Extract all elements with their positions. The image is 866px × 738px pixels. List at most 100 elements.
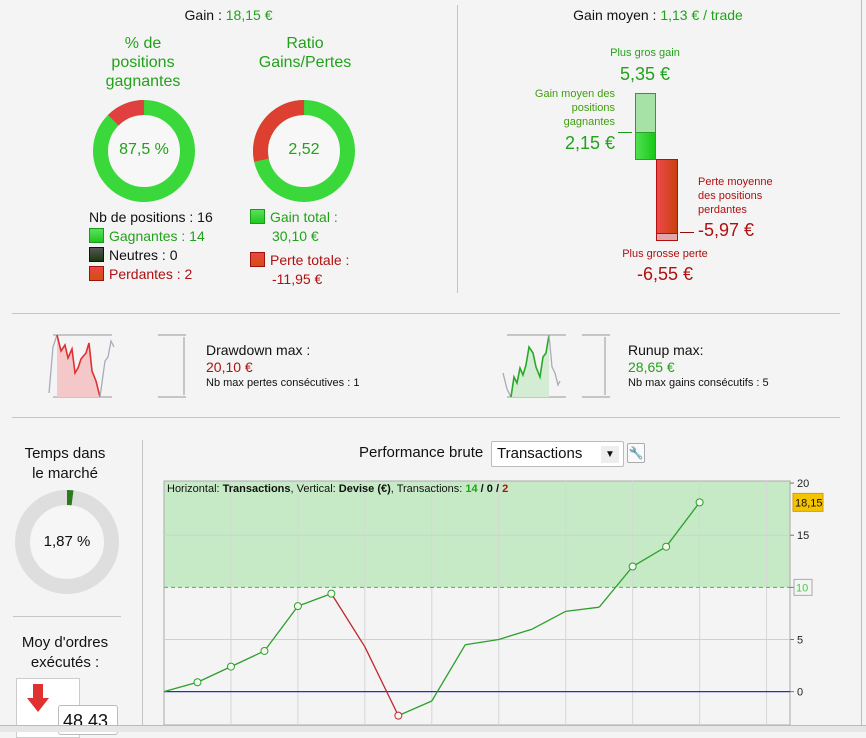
series-segment xyxy=(498,628,533,641)
down-arrow-stem xyxy=(33,684,43,698)
positions-total: Nb de positions : 16 xyxy=(89,209,213,225)
gain-total-value: 30,10 € xyxy=(272,228,319,244)
gain-header: Gain : 18,15 € xyxy=(0,7,457,23)
series-segment xyxy=(465,638,499,646)
divider xyxy=(142,440,143,732)
divider xyxy=(457,5,458,293)
series-segment xyxy=(565,606,600,612)
divider xyxy=(13,616,121,617)
t: gagnantes xyxy=(105,73,181,90)
last-value-badge xyxy=(792,492,824,512)
max-gain-bar xyxy=(635,93,656,133)
t: des positions xyxy=(698,190,763,202)
orders-title: Moy d'ordres exécutés : xyxy=(5,633,125,673)
t: Horizontal: xyxy=(167,483,223,495)
threshold-badge xyxy=(793,578,813,596)
t: Gagnantes : 14 xyxy=(109,228,205,244)
series-segment xyxy=(297,593,332,607)
t: / xyxy=(477,483,487,495)
series-segment xyxy=(398,700,433,717)
series-segment xyxy=(263,605,299,652)
t: Perte moyenne xyxy=(698,176,773,188)
runup-label: Runup max: xyxy=(628,342,704,358)
arrow-icon xyxy=(680,232,694,233)
series-segment xyxy=(330,593,366,648)
t: Gain moyen : xyxy=(573,7,661,23)
t: Transactions xyxy=(222,483,291,495)
t: Gains/Pertes xyxy=(258,54,352,71)
market-time-donut xyxy=(15,490,119,594)
red-swatch-icon xyxy=(250,252,265,267)
arrow-icon xyxy=(618,132,632,133)
data-point xyxy=(662,542,671,551)
y-tick-label: 5 xyxy=(797,634,803,646)
down-arrow-icon xyxy=(27,698,49,712)
totals-legend: Gain total : 30,10 € Perte totale : -11,… xyxy=(250,208,349,289)
t: Perdantes : 2 xyxy=(109,266,193,282)
t: perdantes xyxy=(698,204,747,216)
t: Temps dans xyxy=(24,445,106,462)
avg-loss-bar xyxy=(656,159,678,234)
series-segment xyxy=(531,610,567,630)
series-segment xyxy=(632,546,667,568)
drawdown-sparkline-icon xyxy=(48,334,186,398)
ratio-value: 2,52 xyxy=(288,141,320,158)
biggest-gain-value: 5,35 € xyxy=(619,64,671,84)
ratio-title: Ratio Gains/Pertes xyxy=(240,34,370,72)
y-tick-label: 0 xyxy=(797,687,803,699)
runup-sub: Nb max gains consécutifs : 5 xyxy=(628,377,769,389)
last-value-label: 18,15 xyxy=(795,497,823,509)
data-point xyxy=(193,678,202,687)
runup-block: Runup max: 28,65 € Nb max gains consécut… xyxy=(628,342,769,389)
data-point xyxy=(327,589,336,598)
series-segment xyxy=(665,501,701,548)
gain-value: 18,15 € xyxy=(225,7,273,23)
market-time-title: Temps dans le marché xyxy=(5,444,125,484)
avg-win-value: 2,15 € xyxy=(564,133,615,153)
chevron-down-icon: ▼ xyxy=(601,446,619,463)
t: Ratio xyxy=(286,35,324,52)
t: 14 xyxy=(465,483,478,495)
chart-info: Horizontal: Transactions, Vertical: Devi… xyxy=(167,483,508,495)
avg-gain-value: 1,13 € / trade xyxy=(660,7,743,23)
legend-losers: Perdantes : 2 xyxy=(89,265,213,284)
t: exécutés : xyxy=(30,654,100,671)
data-point xyxy=(293,602,302,611)
legend-neutral: Neutres : 0 xyxy=(89,246,213,265)
data-point xyxy=(394,711,403,720)
t: Neutres : 0 xyxy=(109,247,178,263)
drawdown-label: Drawdown max : xyxy=(206,342,311,358)
perf-mode-select[interactable]: Transactions ▼ xyxy=(491,441,624,467)
scrollbar[interactable] xyxy=(861,0,862,732)
series-segment xyxy=(364,646,399,716)
gain-label: Gain : xyxy=(184,7,226,23)
loss-total-label: Perte totale : xyxy=(270,252,350,268)
t: 2 xyxy=(502,483,509,495)
green-swatch-icon xyxy=(89,228,104,243)
drawdown-sub: Nb max pertes consécutives : 1 xyxy=(206,377,360,389)
series-segment xyxy=(197,666,232,683)
t: Devise (€) xyxy=(338,483,391,495)
avg-gain-bar xyxy=(635,132,656,160)
t: , Transactions: xyxy=(390,483,466,495)
t: positions xyxy=(571,102,615,114)
drawdown-block: Drawdown max : 20,10 € Nb max pertes con… xyxy=(206,342,359,389)
series-segment xyxy=(431,644,466,702)
t: / xyxy=(492,483,503,495)
win-pct-donut xyxy=(93,100,195,202)
divider xyxy=(12,313,840,314)
series-segment xyxy=(230,650,265,668)
wrench-settings-button[interactable]: 🔧 xyxy=(627,443,645,463)
runup-value: 28,65 € xyxy=(628,359,675,375)
win-pct-value: 87,5 % xyxy=(119,141,169,158)
biggest-gain-label: Plus gros gain xyxy=(610,47,680,59)
profit-zone xyxy=(164,481,790,588)
y-tick-label: 15 xyxy=(797,530,809,542)
t: 0 xyxy=(486,483,493,495)
y-tick-label: 20 xyxy=(797,478,809,490)
red-swatch-icon xyxy=(89,266,104,281)
max-loss-bar xyxy=(656,233,678,241)
biggest-loss-label: Plus grosse perte xyxy=(622,248,708,260)
black-swatch-icon xyxy=(89,247,104,262)
